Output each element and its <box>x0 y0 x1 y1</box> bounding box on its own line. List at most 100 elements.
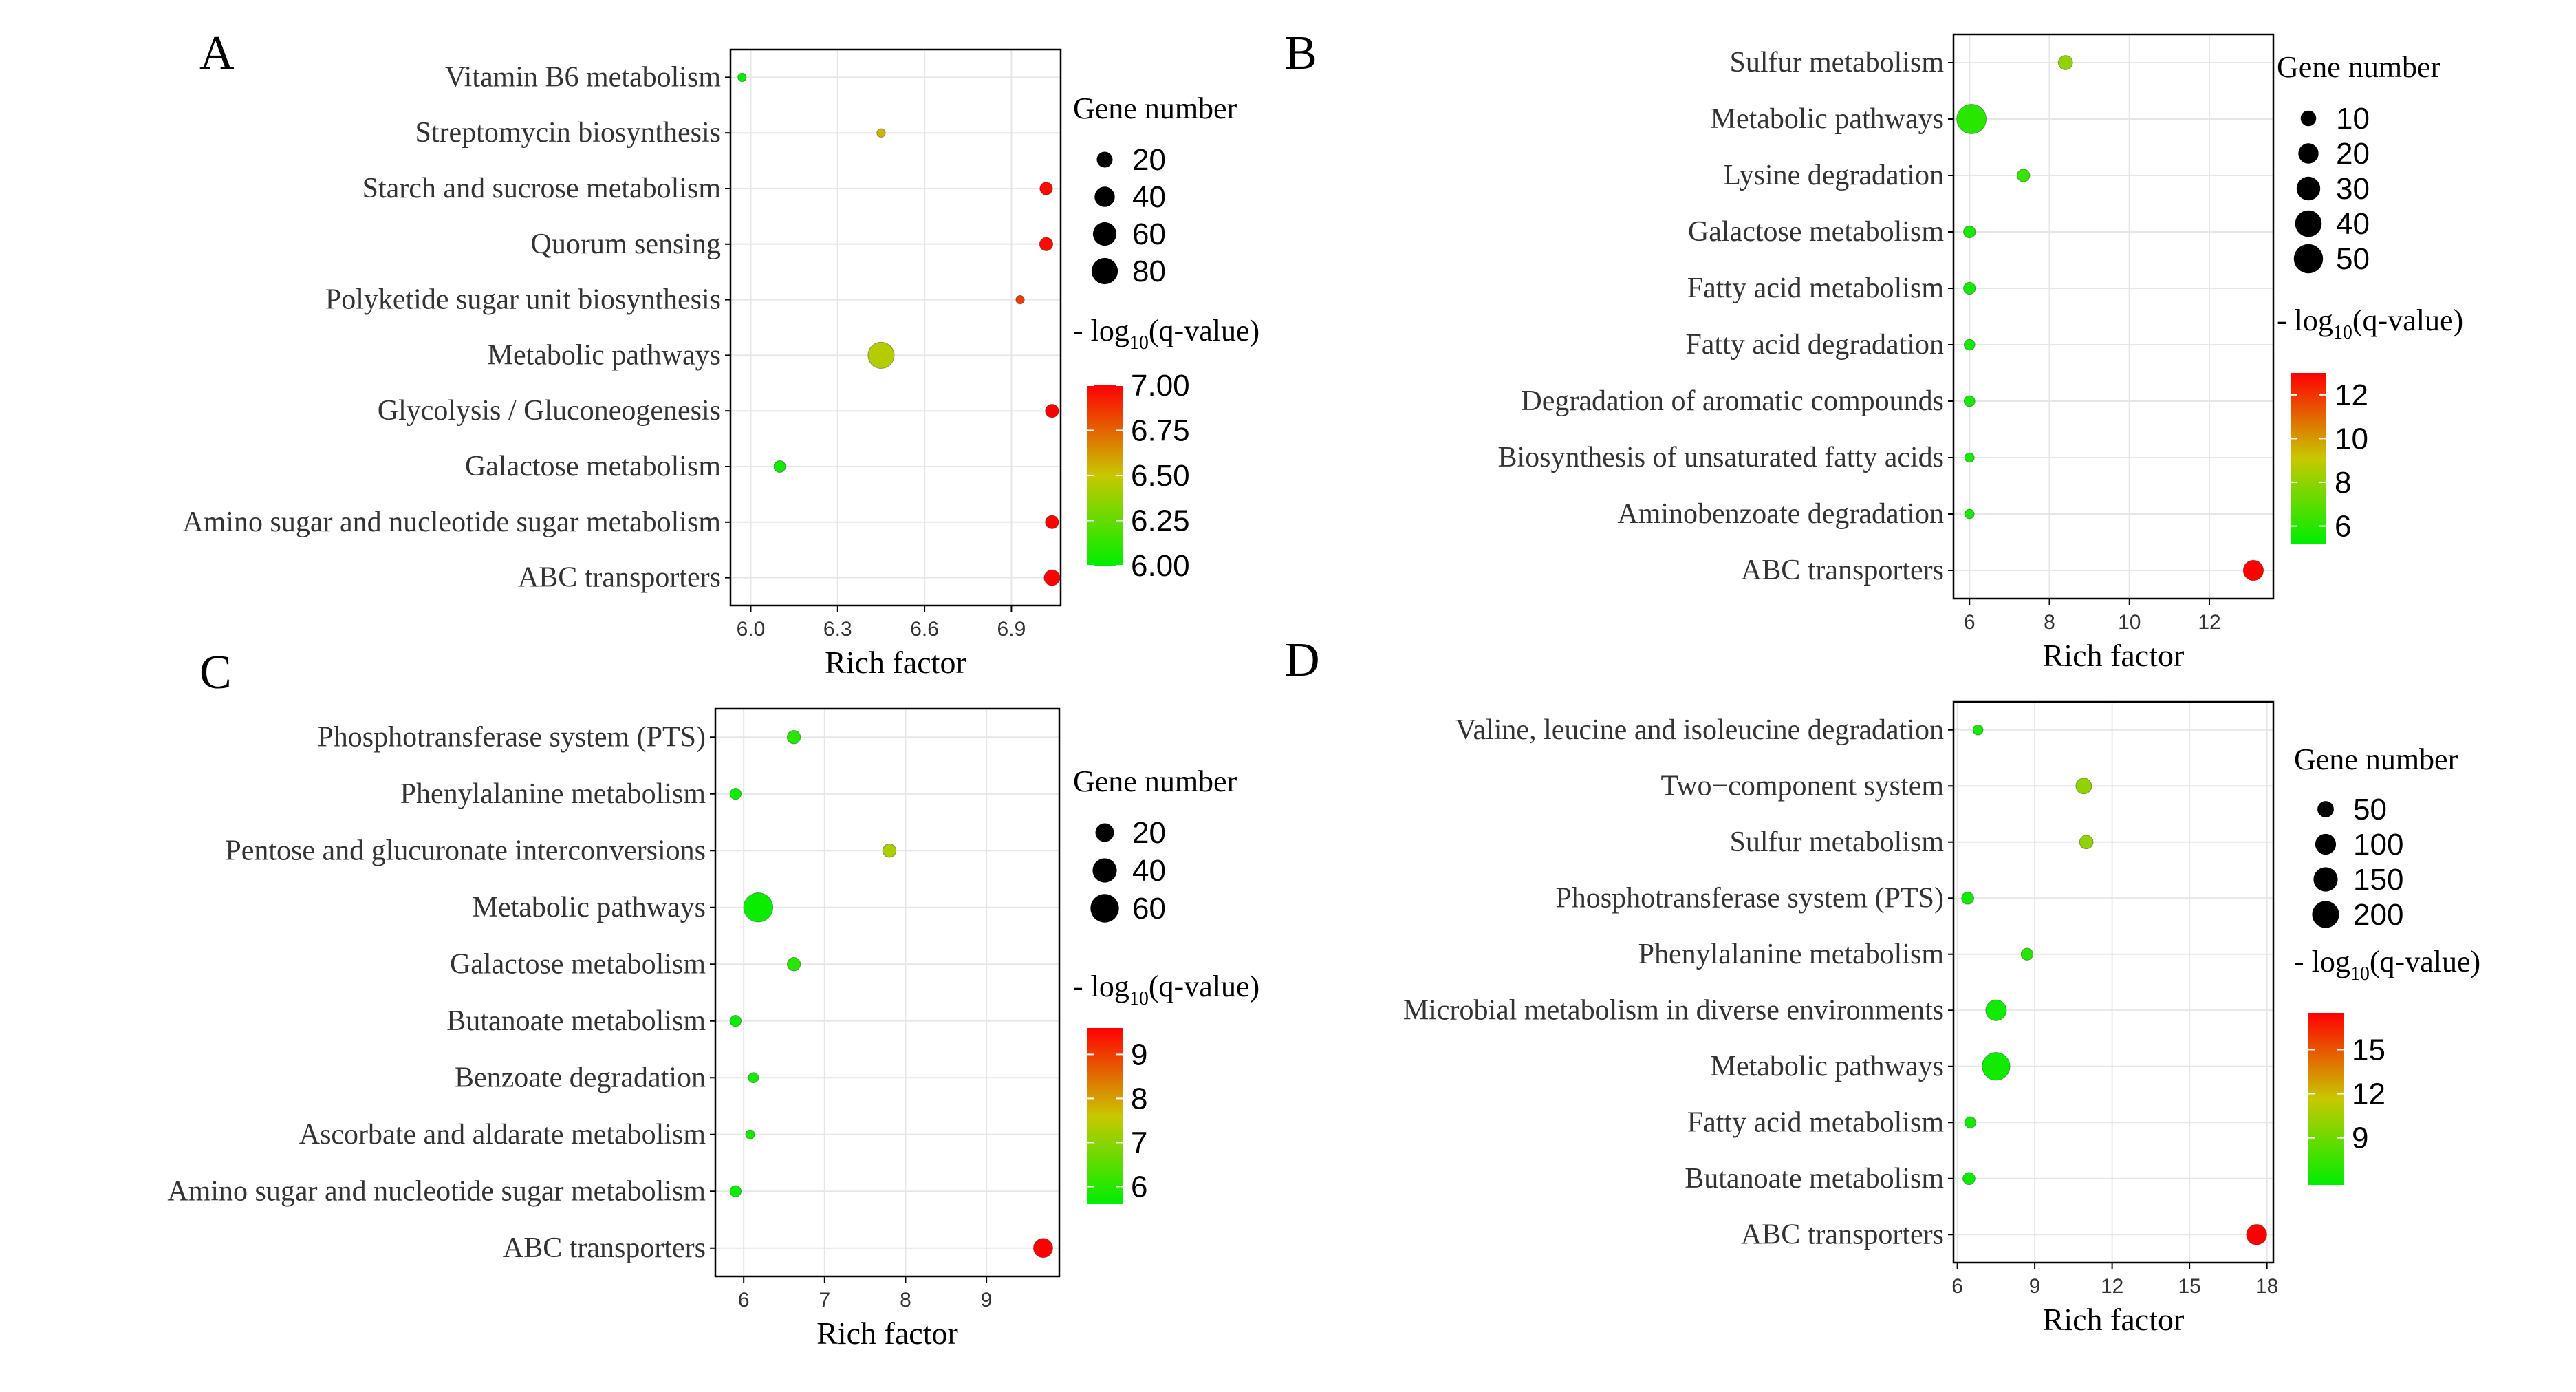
color-legend-title-part: (q-value) <box>2352 303 2463 337</box>
size-legend-label: 30 <box>2336 172 2370 206</box>
category-label: Butanoate metabolism <box>1685 1163 1944 1195</box>
category-label: ABC transporters <box>503 1232 706 1264</box>
color-legend-title-part: (q-value) <box>1149 970 1259 1003</box>
data-point <box>1961 891 1975 905</box>
x-axis-title: Rich factor <box>816 1316 958 1351</box>
color-legend-title-subscript: 10 <box>1129 988 1149 1009</box>
data-point <box>867 341 895 370</box>
size-legend-dot <box>1092 858 1117 883</box>
size-legend-dot <box>2296 176 2321 201</box>
color-legend-title-part: - log <box>2294 945 2350 978</box>
color-legend-title-part: - log <box>2277 303 2333 337</box>
color-legend-title-part: (q-value) <box>1149 314 1259 347</box>
category-label: Phosphotransferase system (PTS) <box>1555 882 1944 914</box>
panel-label: C <box>199 646 232 699</box>
x-tick-label: 6 <box>1951 1275 1963 1298</box>
color-bar <box>2308 1013 2344 1185</box>
plot-background <box>1953 34 2273 599</box>
x-tick-label: 9 <box>981 1289 993 1311</box>
color-legend-title: - log10(q-value) <box>2277 303 2463 343</box>
size-legend-dot <box>2312 901 2339 928</box>
size-legend-label: 40 <box>2336 207 2370 241</box>
plot-border <box>729 48 1062 607</box>
size-legend-label: 200 <box>2353 898 2403 932</box>
size-legend-dot <box>2293 244 2324 274</box>
size-legend-label: 20 <box>2336 137 2370 171</box>
size-legend-dot <box>2313 867 2338 892</box>
data-point <box>1964 452 1975 463</box>
plot-background <box>715 709 1059 1276</box>
panel-label: D <box>1285 634 1320 687</box>
color-bar-label: 10 <box>2335 422 2368 456</box>
data-point <box>2057 55 2073 70</box>
data-point <box>1982 1052 2011 1081</box>
size-legend-title: Gene number <box>2294 742 2458 776</box>
category-label: Ascorbate and aldarate metabolism <box>299 1119 706 1150</box>
panel-c: C Phosphotransferase system (PTS) Phenylal… <box>167 646 1259 1351</box>
x-tick-label: 8 <box>900 1289 911 1311</box>
data-point <box>773 460 786 473</box>
data-point <box>786 730 801 745</box>
color-legend-title-subscript: 10 <box>1129 332 1149 354</box>
data-point <box>1963 395 1976 407</box>
x-tick-label: 12 <box>2101 1275 2123 1298</box>
data-point <box>2242 559 2264 581</box>
plot-background <box>730 50 1061 606</box>
category-label: Phosphotransferase system (PTS) <box>317 721 706 753</box>
color-bar-label: 6.00 <box>1131 549 1190 583</box>
category-label: Pentose and glucuronate interconversions <box>225 835 706 866</box>
data-point <box>1039 237 1054 251</box>
size-legend-dot <box>1094 186 1115 207</box>
size-legend-title: Gene number <box>1073 764 1237 798</box>
color-bar-label: 6.50 <box>1131 459 1190 493</box>
data-point <box>729 1185 742 1197</box>
plot-border <box>714 707 1061 1278</box>
color-legend-title-part: - log <box>1073 314 1129 347</box>
x-tick-label: 6 <box>1964 611 1976 634</box>
data-point <box>748 1072 759 1084</box>
data-point <box>745 1129 755 1139</box>
size-legend-dot <box>1092 222 1117 246</box>
x-tick-label: 8 <box>2044 611 2055 634</box>
data-point <box>1045 404 1059 418</box>
data-point <box>737 72 747 83</box>
data-point <box>1032 1238 1053 1259</box>
size-legend-dot <box>1095 823 1114 842</box>
panel-a: A Vitamin B6 metabolism Streptomycin biosy… <box>182 27 1259 680</box>
x-tick-label: 15 <box>2178 1275 2200 1298</box>
category-label: Galactose metabolism <box>1688 216 1944 248</box>
x-tick-label: 6.6 <box>910 618 939 641</box>
panel-label: A <box>199 27 235 80</box>
color-bar-label: 8 <box>1131 1082 1147 1115</box>
category-label: Polyketide sugar unit biosynthesis <box>325 284 721 316</box>
size-legend-title: Gene number <box>1073 92 1237 125</box>
category-label: Lysine degradation <box>1723 160 1944 191</box>
size-legend-label: 150 <box>2353 863 2403 897</box>
category-label: Sulfur metabolism <box>1730 826 1945 858</box>
category-label: Amino sugar and nucleotide sugar metabol… <box>167 1175 706 1207</box>
category-label: ABC transporters <box>1741 555 1944 586</box>
x-tick-label: 18 <box>2255 1275 2278 1298</box>
category-label: Sulfur metabolism <box>1730 47 1945 78</box>
size-legend-label: 40 <box>1132 180 1166 214</box>
color-legend-title-part: - log <box>1073 970 1129 1003</box>
data-point <box>1964 1116 1977 1128</box>
category-label: Metabolic pathways <box>1711 1051 1944 1082</box>
category-label: Microbial metabolism in diverse environm… <box>1403 994 1944 1026</box>
category-label: Vitamin B6 metabolism <box>445 61 721 93</box>
color-bar-label: 6 <box>1131 1170 1147 1203</box>
color-legend-title: - log10(q-value) <box>1073 970 1259 1009</box>
category-label: Galactose metabolism <box>465 451 721 482</box>
category-label: Fatty acid degradation <box>1685 329 1944 361</box>
category-label: Glycolysis / Gluconeogenesis <box>378 395 721 427</box>
x-tick-label: 9 <box>2029 1275 2041 1298</box>
color-bar-label: 12 <box>2335 378 2368 412</box>
color-bar-label: 9 <box>2352 1122 2368 1155</box>
data-point <box>743 892 774 923</box>
color-bar-label: 9 <box>1131 1038 1147 1071</box>
category-label: Benzoate degradation <box>455 1062 706 1093</box>
color-legend-title-subscript: 10 <box>2333 322 2352 343</box>
category-label: Metabolic pathways <box>473 892 706 923</box>
